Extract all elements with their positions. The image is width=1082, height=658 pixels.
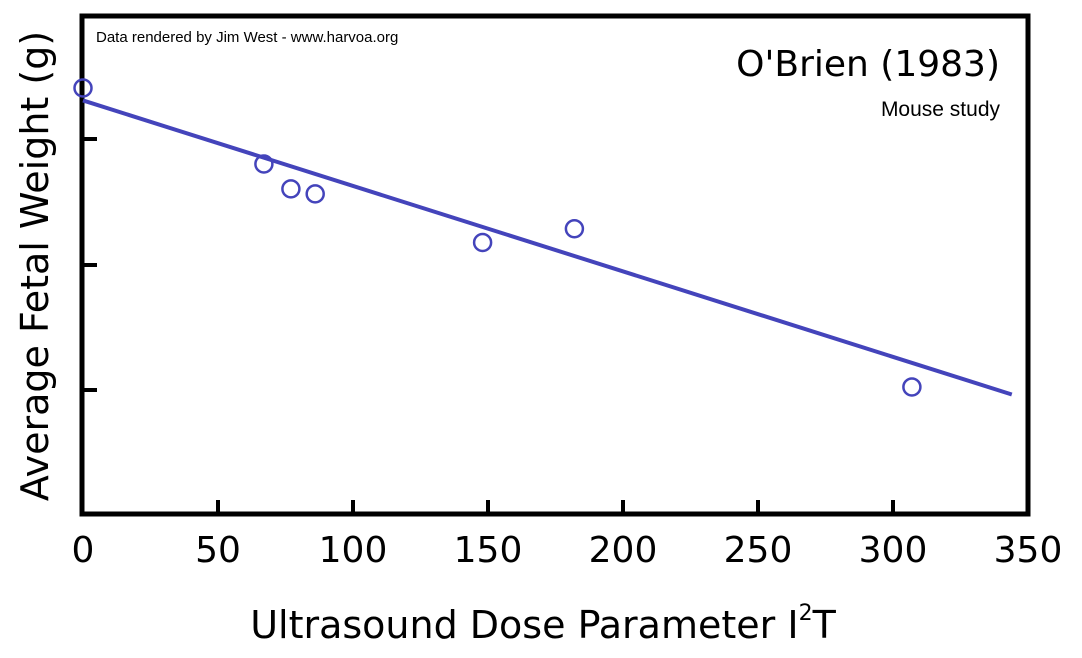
- data-point-3: [281, 179, 301, 199]
- plot-frame: [79, 13, 1031, 517]
- data-point-6: [564, 219, 585, 239]
- data-point-1: [73, 78, 93, 98]
- x-tick-label: 100: [319, 530, 388, 571]
- trend-line: [82, 98, 1013, 397]
- x-tick-label: 0: [72, 530, 95, 571]
- credit-text: Data rendered by Jim West - www.harvoa.o…: [96, 29, 398, 46]
- x-axis-title-main: Ultrasound Dose Parameter I: [250, 603, 798, 647]
- x-tick-label: 200: [589, 530, 658, 571]
- x-tick-label: 50: [195, 530, 241, 571]
- data-points: [73, 78, 922, 397]
- data-point-2: [254, 154, 274, 174]
- x-axis-ticks: [216, 500, 895, 514]
- y-axis-title: Average Fetal Weight (g): [13, 31, 57, 501]
- x-axis-title-superscript: 2: [799, 601, 813, 626]
- chart-subtitle: Mouse study: [881, 98, 1001, 121]
- y-axis-ticks: [83, 137, 97, 392]
- data-point-5: [472, 232, 493, 253]
- x-axis-title: Ultrasound Dose Parameter I2T: [250, 601, 836, 647]
- data-point-7: [902, 377, 922, 397]
- x-tick-label: 250: [724, 530, 793, 571]
- data-point-4: [305, 184, 325, 204]
- x-tick-label: 300: [859, 530, 928, 571]
- x-axis-title-suffix: T: [812, 603, 837, 647]
- x-axis-tick-labels: 0 50 100 150 200 250 300 350: [72, 530, 1063, 571]
- chart-title: O'Brien (1983): [736, 44, 1000, 85]
- x-tick-label: 350: [994, 530, 1063, 571]
- x-tick-label: 150: [454, 530, 523, 571]
